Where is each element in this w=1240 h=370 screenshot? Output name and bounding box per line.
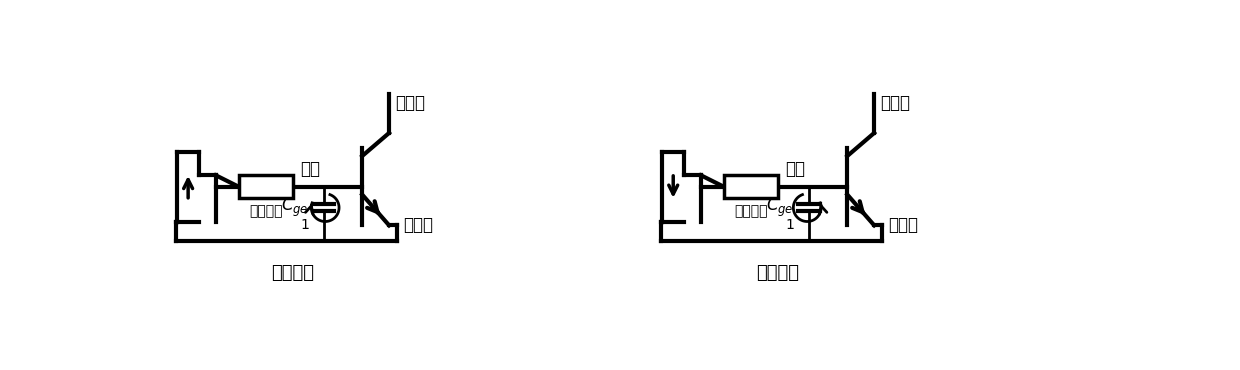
Text: $C_{ge}$: $C_{ge}$	[281, 196, 309, 219]
Text: 关断过程: 关断过程	[756, 264, 800, 282]
Text: 1: 1	[300, 218, 309, 232]
Text: 集电极: 集电极	[880, 94, 910, 112]
Text: 集电极: 集电极	[396, 94, 425, 112]
Text: 门极电阵: 门极电阵	[249, 205, 283, 219]
Text: 门极: 门极	[300, 159, 321, 178]
Bar	[724, 175, 777, 198]
Text: 发射极: 发射极	[888, 216, 918, 234]
Text: 1: 1	[785, 218, 794, 232]
Text: 发射极: 发射极	[403, 216, 433, 234]
Text: 门极: 门极	[786, 159, 806, 178]
Text: 导通过程: 导通过程	[272, 264, 315, 282]
Bar	[239, 175, 293, 198]
Text: 门极电阵: 门极电阵	[734, 205, 768, 219]
Text: $C_{ge}$: $C_{ge}$	[766, 196, 794, 219]
